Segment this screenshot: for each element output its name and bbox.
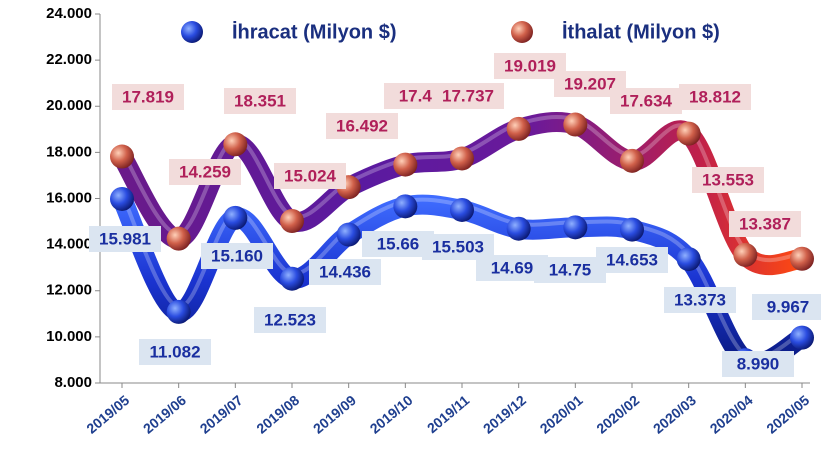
data-label: 14.436 — [319, 262, 371, 281]
point-marker — [223, 205, 248, 230]
data-label: 17.47 — [399, 86, 442, 105]
x-tick-label: 2020/05 — [763, 392, 812, 437]
data-label: 15.160 — [211, 246, 263, 265]
point-marker — [166, 226, 191, 251]
data-label-box — [112, 84, 184, 110]
data-label: 19.019 — [504, 56, 556, 75]
point-marker — [393, 152, 418, 177]
data-label-box — [610, 88, 682, 114]
point-marker — [166, 299, 191, 324]
data-label: 14.653 — [606, 250, 658, 269]
data-label-box — [169, 159, 241, 185]
y-tick-label: 22.000 — [46, 51, 92, 68]
data-label-box — [89, 226, 161, 252]
legend-marker — [511, 21, 533, 43]
data-label-box — [534, 257, 606, 283]
data-label: 17.819 — [122, 87, 174, 106]
data-label: 13.387 — [739, 214, 791, 233]
x-tick-label: 2019/05 — [83, 392, 132, 437]
point-marker — [110, 144, 134, 169]
data-label-box — [201, 243, 273, 269]
x-tick-label: 2019/06 — [140, 392, 189, 437]
data-label: 15.503 — [432, 237, 484, 256]
x-tick-label: 2019/08 — [253, 392, 302, 437]
x-tick-label: 2020/04 — [707, 392, 756, 437]
data-label: 15.66 — [377, 234, 420, 253]
x-tick-label: 2020/03 — [650, 392, 699, 437]
point-marker — [223, 132, 248, 157]
point-marker — [620, 217, 644, 242]
legend-marker — [181, 21, 203, 43]
data-label-box — [309, 259, 381, 285]
point-marker — [733, 242, 758, 267]
data-label: 17.634 — [620, 91, 673, 110]
data-label: 9.967 — [767, 297, 810, 316]
data-label-box — [596, 247, 668, 273]
y-tick-label: 10.000 — [46, 328, 92, 345]
data-label: 15.024 — [284, 166, 337, 185]
point-marker — [280, 266, 304, 291]
data-label: 17.737 — [442, 86, 494, 105]
data-label: 13.373 — [674, 290, 726, 309]
point-marker — [393, 194, 418, 219]
point-marker — [450, 197, 474, 222]
data-label: 14.75 — [549, 260, 592, 279]
data-label-box — [752, 294, 821, 320]
data-label-box — [692, 167, 764, 193]
x-tick-label: 2019/07 — [197, 392, 246, 437]
point-marker — [110, 186, 134, 211]
x-tick-label: 2019/09 — [310, 392, 359, 437]
data-label: 16.492 — [336, 116, 388, 135]
data-label: 14.69 — [491, 258, 534, 277]
data-label: 12.523 — [264, 310, 316, 329]
point-marker — [336, 222, 361, 247]
legend-label: İhracat (Milyon $) — [232, 20, 396, 43]
point-marker — [676, 121, 701, 146]
point-marker — [790, 325, 814, 350]
data-label-box — [326, 113, 398, 139]
x-tick-label: 2019/11 — [424, 392, 473, 436]
data-label-box — [664, 287, 736, 313]
data-label-box — [224, 88, 296, 114]
data-label: 15.981 — [99, 229, 151, 248]
data-label-box — [729, 211, 801, 237]
data-label: 19.207 — [564, 74, 616, 93]
data-label: 13.553 — [702, 170, 754, 189]
y-tick-label: 24.000 — [46, 5, 92, 22]
data-label: 8.990 — [737, 354, 780, 373]
point-marker — [506, 116, 531, 141]
y-tick-label: 12.000 — [46, 282, 92, 299]
y-tick-label: 18.000 — [46, 143, 92, 160]
x-tick-label: 2019/12 — [480, 392, 529, 437]
x-tick-label: 2019/10 — [367, 392, 416, 437]
point-marker — [506, 216, 531, 241]
data-label-box — [679, 84, 751, 110]
data-label: 18.812 — [689, 87, 741, 106]
point-marker — [620, 148, 644, 173]
y-tick-label: 8.000 — [54, 374, 92, 391]
data-label-box — [274, 163, 346, 189]
y-tick-label: 14.000 — [46, 236, 92, 253]
point-marker — [676, 247, 701, 272]
data-label-box — [722, 351, 794, 377]
y-tick-label: 16.000 — [46, 189, 92, 206]
point-marker — [280, 209, 304, 234]
point-marker — [563, 112, 588, 137]
data-label-box — [254, 307, 326, 333]
point-marker — [790, 246, 814, 271]
y-tick-label: 20.000 — [46, 97, 92, 114]
x-tick-label: 2020/02 — [593, 392, 642, 437]
data-label: 11.082 — [149, 342, 200, 361]
point-marker — [450, 146, 474, 171]
x-tick-label: 2020/01 — [537, 392, 586, 437]
data-label-box — [432, 83, 504, 109]
data-label-box — [139, 339, 211, 365]
legend-label: İthalat (Milyon $) — [562, 20, 720, 43]
data-label: 14.259 — [179, 162, 231, 181]
data-label: 18.351 — [234, 91, 286, 110]
point-marker — [563, 215, 588, 240]
